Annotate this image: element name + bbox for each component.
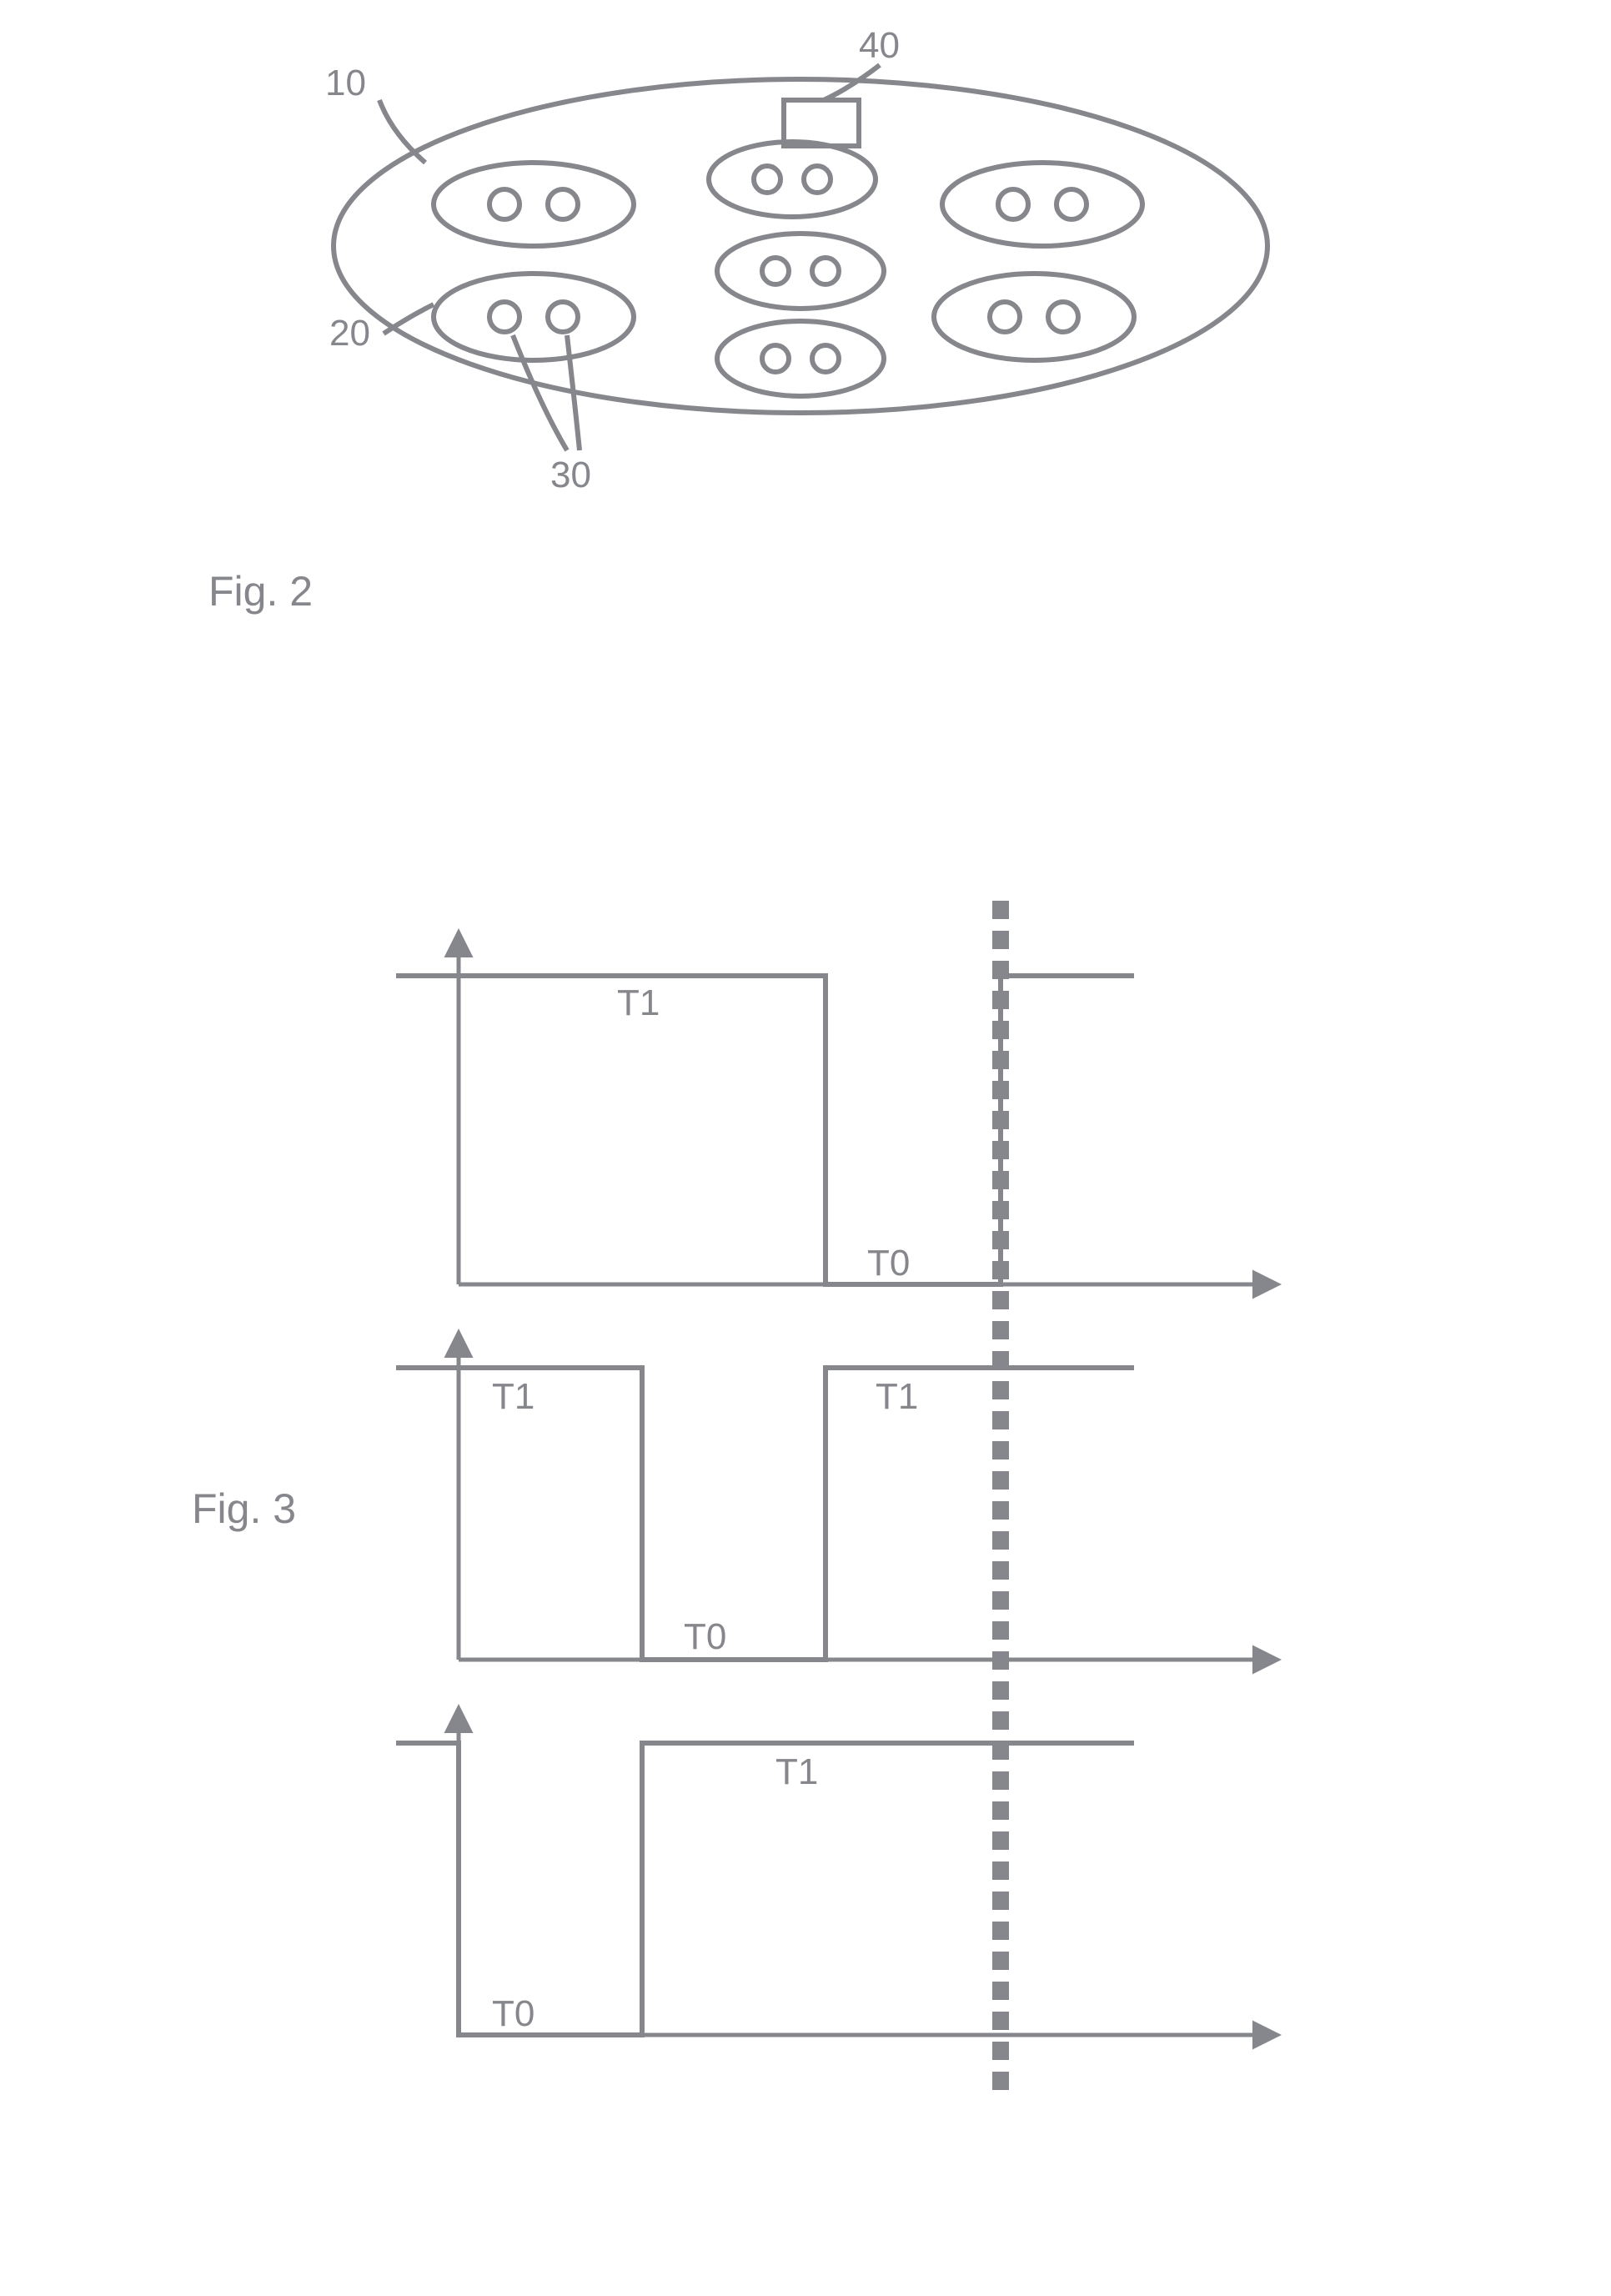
chart-2-label-1: T0: [492, 1993, 534, 2035]
chart-0-label-0: T1: [617, 982, 660, 1024]
chart-0-label-1: T0: [867, 1243, 910, 1284]
chart-1-label-1: T1: [876, 1376, 918, 1418]
chart-1-label-0: T1: [492, 1376, 534, 1418]
chart-2-label-0: T1: [775, 1751, 818, 1793]
figure-3-label: Fig. 3: [192, 1485, 296, 1533]
chart-1-label-2: T0: [684, 1616, 726, 1658]
figure-3-svg: [0, 0, 1611, 2296]
